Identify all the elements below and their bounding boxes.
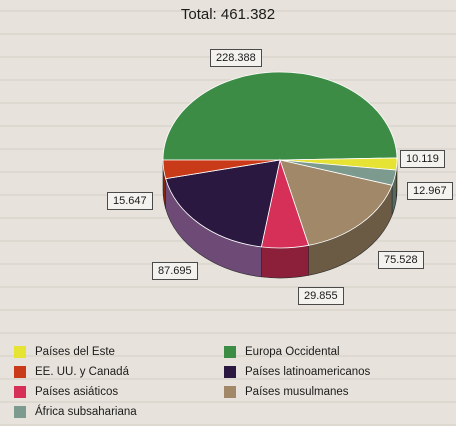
value-label-paises-del-este: 10.119 xyxy=(400,150,445,168)
legend-label: EE. UU. y Canadá xyxy=(35,366,129,378)
legend-label: Europa Occidental xyxy=(245,346,340,358)
legend-swatch xyxy=(224,386,236,398)
legend-swatch xyxy=(224,346,236,358)
legend-label: Países del Este xyxy=(35,346,115,358)
legend-item-europa-occidental: Europa Occidental xyxy=(224,344,340,360)
legend-label: Países asiáticos xyxy=(35,386,119,398)
value-label-paises-musulmanes: 75.528 xyxy=(378,251,424,269)
legend-item-paises-musulmanes: Países musulmanes xyxy=(224,384,349,400)
slice-side-paises-asiaticos xyxy=(261,244,309,279)
value-label-paises-asiaticos: 29.855 xyxy=(298,287,344,305)
legend-item-paises-del-este: Países del Este xyxy=(14,344,115,360)
legend-item-ee-uu-y-canada: EE. UU. y Canadá xyxy=(14,364,129,380)
pie-chart xyxy=(162,71,398,279)
legend-swatch xyxy=(14,346,26,358)
chart-title: Total: 461.382 xyxy=(180,6,276,23)
legend-item-africa-subsahariana: África subsahariana xyxy=(14,404,137,420)
legend-swatch xyxy=(14,386,26,398)
chart-legend: Países del Este Europa Occidental EE. UU. … xyxy=(14,344,444,424)
pie-slice-paises-musulmanes xyxy=(279,159,393,246)
legend-swatch xyxy=(14,366,26,378)
value-label-paises-latinoamericanos: 87.695 xyxy=(152,262,198,280)
legend-swatch xyxy=(224,366,236,378)
value-label-ee-uu-y-canada: 15.647 xyxy=(107,192,153,210)
pie-slice-paises-latinoamericanos xyxy=(165,159,281,248)
legend-label: Países latinoamericanos xyxy=(245,366,371,378)
pie-slice-europa-occidental xyxy=(162,71,398,161)
legend-label: África subsahariana xyxy=(35,406,137,418)
pie-slice-ee-uu-y-canada xyxy=(162,159,281,180)
value-label-europa-occidental: 228.388 xyxy=(210,49,262,67)
value-label-africa-subsahariana: 12.967 xyxy=(407,182,453,200)
legend-item-paises-asiaticos: Países asiáticos xyxy=(14,384,118,400)
legend-swatch xyxy=(14,406,26,418)
legend-label: Países musulmanes xyxy=(245,386,349,398)
legend-item-paises-latinoamericanos: Países latinoamericanos xyxy=(224,364,370,380)
